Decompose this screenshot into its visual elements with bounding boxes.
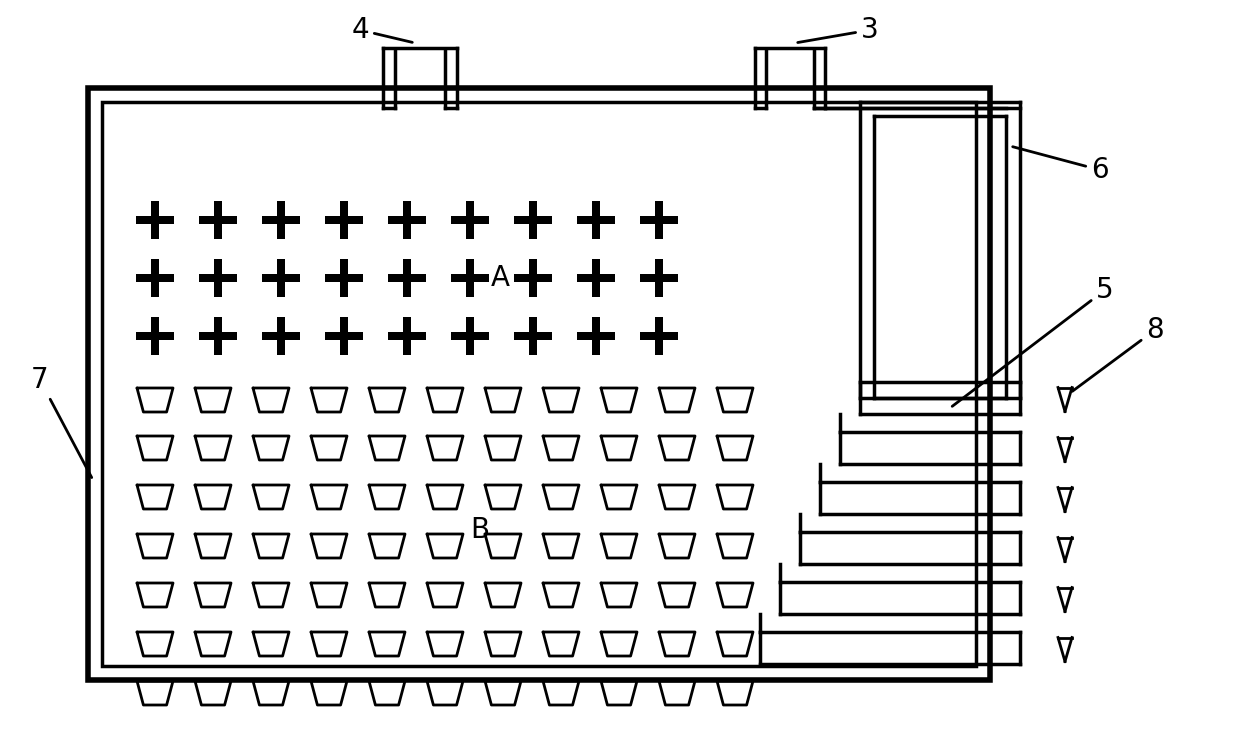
Polygon shape [593, 201, 600, 239]
Polygon shape [215, 317, 222, 355]
Polygon shape [151, 259, 159, 297]
Polygon shape [136, 332, 174, 340]
Polygon shape [278, 259, 285, 297]
Bar [102, 102, 976, 666]
Polygon shape [451, 274, 489, 282]
Polygon shape [515, 274, 552, 282]
Polygon shape [341, 201, 347, 239]
Polygon shape [466, 259, 474, 297]
Polygon shape [136, 274, 174, 282]
Polygon shape [262, 216, 300, 224]
Text: A: A [491, 264, 510, 292]
Text: 4: 4 [351, 16, 412, 44]
Polygon shape [262, 274, 300, 282]
Polygon shape [325, 332, 363, 340]
Polygon shape [388, 216, 427, 224]
Polygon shape [577, 332, 615, 340]
Polygon shape [656, 259, 662, 297]
Polygon shape [656, 201, 662, 239]
Polygon shape [529, 201, 537, 239]
Polygon shape [466, 317, 474, 355]
Text: 8: 8 [1073, 316, 1164, 392]
Polygon shape [341, 317, 347, 355]
Polygon shape [341, 259, 347, 297]
Polygon shape [656, 317, 662, 355]
Polygon shape [388, 332, 427, 340]
Polygon shape [640, 274, 678, 282]
Polygon shape [215, 259, 222, 297]
Polygon shape [198, 274, 237, 282]
Polygon shape [151, 201, 159, 239]
Polygon shape [577, 216, 615, 224]
Polygon shape [640, 332, 678, 340]
Polygon shape [325, 274, 363, 282]
Polygon shape [593, 259, 600, 297]
Polygon shape [529, 259, 537, 297]
Polygon shape [278, 317, 285, 355]
Polygon shape [325, 216, 363, 224]
Polygon shape [403, 201, 410, 239]
Polygon shape [198, 332, 237, 340]
Polygon shape [403, 259, 410, 297]
Polygon shape [593, 317, 600, 355]
Polygon shape [640, 216, 678, 224]
Polygon shape [515, 332, 552, 340]
Bar [88, 88, 990, 680]
Text: 7: 7 [31, 366, 92, 477]
Polygon shape [466, 201, 474, 239]
Text: 6: 6 [1013, 147, 1109, 184]
Polygon shape [262, 332, 300, 340]
Polygon shape [451, 332, 489, 340]
Text: 5: 5 [952, 276, 1114, 407]
Polygon shape [151, 317, 159, 355]
Text: 3: 3 [797, 16, 879, 44]
Polygon shape [278, 201, 285, 239]
Polygon shape [529, 317, 537, 355]
Text: B: B [470, 516, 490, 544]
Polygon shape [215, 201, 222, 239]
Polygon shape [388, 274, 427, 282]
Polygon shape [577, 274, 615, 282]
Polygon shape [198, 216, 237, 224]
Polygon shape [451, 216, 489, 224]
Polygon shape [515, 216, 552, 224]
Polygon shape [136, 216, 174, 224]
Polygon shape [403, 317, 410, 355]
